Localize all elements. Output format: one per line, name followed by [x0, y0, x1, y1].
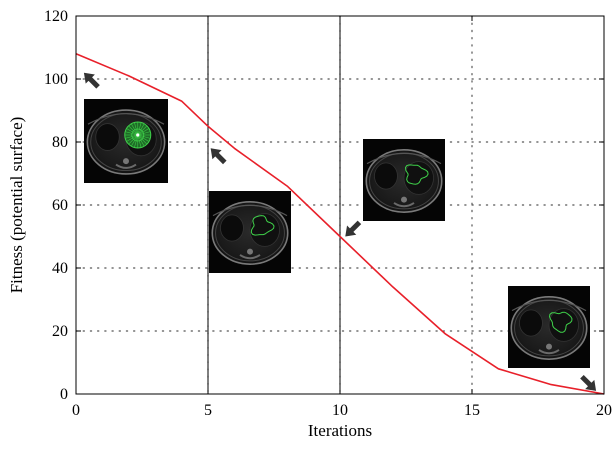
y-axis-label: Fitness (potential surface) — [7, 117, 26, 294]
x-tick-label: 10 — [332, 402, 348, 419]
mri-inset — [363, 139, 445, 221]
x-tick-label: 5 — [204, 402, 212, 419]
series-line — [75, 53, 605, 395]
arrow-icon — [83, 72, 100, 89]
arrow-icon — [580, 374, 597, 391]
series-lines — [75, 53, 605, 395]
x-axis-label: Iterations — [308, 421, 372, 440]
x-tick-label: 20 — [596, 402, 612, 419]
mri-inset — [209, 191, 291, 273]
y-tick-label: 100 — [44, 71, 68, 88]
x-tick-label: 15 — [464, 402, 480, 419]
mri-insets — [84, 99, 590, 368]
mri-inset — [508, 286, 590, 368]
x-tick-label: 0 — [72, 402, 80, 419]
vertical-markers — [207, 16, 341, 394]
arrow-icon — [345, 220, 362, 237]
mri-inset — [84, 99, 168, 183]
y-tick-label: 120 — [44, 8, 68, 25]
arrow-icon — [210, 148, 227, 165]
annotation-arrows — [83, 72, 597, 391]
y-tick-label: 60 — [52, 197, 68, 214]
y-tick-label: 40 — [52, 260, 68, 277]
axis-ticks: 0 5 10 15 20 0 20 40 60 80 100 120 — [44, 8, 612, 419]
y-tick-label: 20 — [52, 323, 68, 340]
y-tick-label: 80 — [52, 134, 68, 151]
y-tick-label: 0 — [60, 386, 68, 403]
